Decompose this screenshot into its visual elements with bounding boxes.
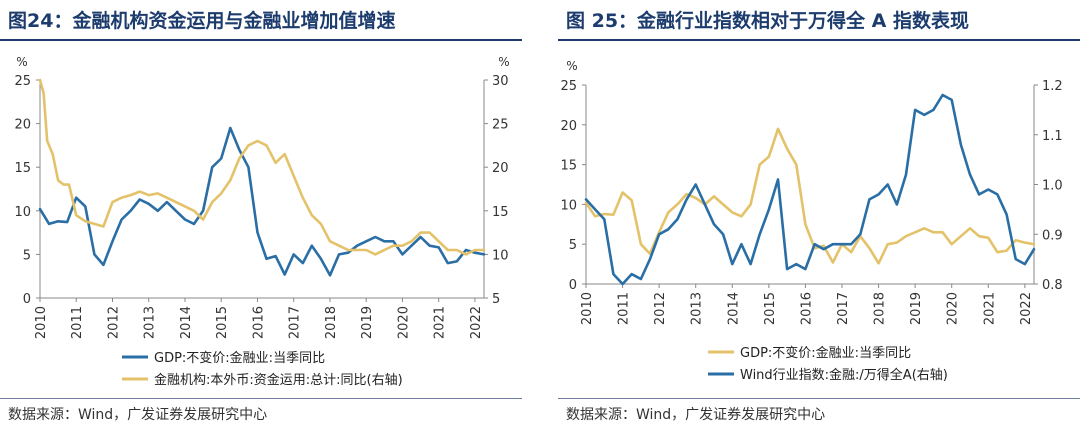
y-left-tick-label: 5 (569, 238, 577, 253)
x-tick-label: 2018 (324, 306, 339, 339)
left-chart-svg: 0 5 10 15 20 25% 5 10 15 20 25 30% 2010 2011 2012 2013 2… (14, 55, 509, 388)
x-tick-label: 2010 (34, 306, 49, 339)
x-tick-label: 2022 (469, 306, 484, 339)
x-tick-label: 2018 (873, 292, 888, 325)
x-tick-label: 2012 (106, 306, 121, 339)
right-axis-series-line (38, 78, 486, 256)
x-tick-label: 2013 (690, 292, 705, 325)
x-tick-label: 2020 (396, 306, 411, 339)
y-right-tick-label: 30 (492, 74, 509, 89)
x-tick-label: 2022 (1019, 292, 1034, 325)
y-left-tick-label: 5 (23, 248, 31, 263)
x-tick-label: 2013 (143, 306, 158, 339)
y-right-tick-label: 1.2 (1042, 79, 1063, 94)
x-tick-label: 2011 (617, 292, 632, 325)
y-right-tick-label: 0.9 (1042, 228, 1063, 243)
y-right-unit-label: % (498, 55, 509, 69)
y-right-tick-label: 10 (492, 248, 509, 263)
x-tick-label: 2014 (726, 292, 741, 325)
legend-label: 金融机构:本外币:资金运用:总计:同比(右轴) (154, 372, 403, 388)
x-tick-label: 2021 (982, 292, 997, 325)
y-left-tick-label: 20 (560, 119, 577, 134)
right-chart-panel: 图 25：金融行业指数相对于万得全 A 指数表现 0 5 10 15 20 25% 0.8 0… (558, 0, 1080, 431)
x-tick-label: 2015 (215, 306, 230, 339)
y-right-tick-label: 15 (492, 205, 509, 220)
left-source-note: 数据来源：Wind，广发证券发展研究中心 (8, 407, 268, 423)
y-left-tick-label: 0 (569, 278, 577, 293)
x-tick-label: 2014 (179, 306, 194, 339)
y-left-unit-label: % (566, 59, 577, 73)
y-right-tick-label: 5 (492, 292, 500, 307)
left-title-rule (0, 39, 522, 41)
x-tick-label: 2017 (288, 306, 303, 339)
legend-label: GDP:不变价:金融业:当季同比 (740, 345, 911, 361)
y-left-tick-label: 15 (14, 161, 31, 176)
y-right-tick-label: 1.1 (1042, 129, 1063, 144)
left-axis-series-line (584, 127, 1036, 265)
y-left-tick-label: 25 (14, 74, 31, 89)
x-tick-label: 2019 (909, 292, 924, 325)
x-tick-label: 2020 (946, 292, 961, 325)
y-right-tick-label: 1.0 (1042, 179, 1063, 194)
x-tick-label: 2012 (653, 292, 668, 325)
x-tick-label: 2016 (251, 306, 266, 339)
y-left-tick-label: 10 (14, 205, 31, 220)
y-left-tick-label: 25 (560, 79, 577, 94)
x-tick-label: 2011 (70, 306, 85, 339)
right-source-rule (558, 398, 1080, 399)
right-axis-series-line (584, 93, 1036, 286)
x-tick-label: 2019 (360, 306, 375, 339)
left-source-rule (0, 398, 522, 399)
y-left-tick-label: 20 (14, 118, 31, 133)
legend-label: Wind行业指数:金融:/万得全A(右轴) (740, 367, 948, 383)
left-chart-title: 图24：金融机构资金运用与金融业增加值增速 (8, 10, 396, 32)
y-right-tick-label: 0.8 (1042, 278, 1063, 293)
right-title-rule (558, 39, 1080, 41)
y-left-tick-label: 15 (560, 159, 577, 174)
y-left-tick-label: 0 (23, 292, 31, 307)
x-tick-label: 2010 (580, 292, 595, 325)
y-left-unit-label: % (16, 55, 27, 69)
legend-label: GDP:不变价:金融业:当季同比 (154, 350, 325, 366)
y-right-tick-label: 25 (492, 118, 509, 133)
y-right-tick-label: 20 (492, 161, 509, 176)
left-axis-series-line (38, 126, 486, 277)
right-source-note: 数据来源：Wind，广发证券发展研究中心 (566, 407, 826, 423)
right-chart-title: 图 25：金融行业指数相对于万得全 A 指数表现 (566, 10, 969, 32)
y-left-tick-label: 10 (560, 198, 577, 213)
x-tick-label: 2017 (836, 292, 851, 325)
x-tick-label: 2021 (433, 306, 448, 339)
x-tick-label: 2015 (763, 292, 778, 325)
left-chart-panel: 图24：金融机构资金运用与金融业增加值增速 0 5 10 15 20 25% 5 10 15 20… (0, 0, 522, 431)
right-chart-svg: 0 5 10 15 20 25% 0.8 0.9 1.0 1.1 1.2 2010 2011 2012 20… (560, 59, 1063, 383)
x-tick-label: 2016 (799, 292, 814, 325)
